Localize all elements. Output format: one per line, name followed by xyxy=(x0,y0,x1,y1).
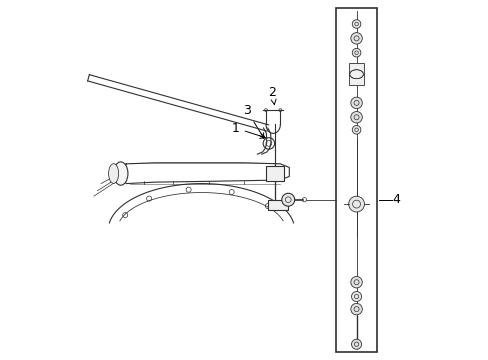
Bar xyxy=(265,166,284,181)
Circle shape xyxy=(350,112,362,123)
Ellipse shape xyxy=(113,162,128,185)
Bar xyxy=(348,63,364,85)
Circle shape xyxy=(350,33,362,44)
Circle shape xyxy=(351,48,360,57)
Circle shape xyxy=(351,126,360,134)
Text: 3: 3 xyxy=(242,104,264,138)
Circle shape xyxy=(351,20,360,28)
Text: 2: 2 xyxy=(268,86,276,105)
Circle shape xyxy=(350,303,362,315)
Bar xyxy=(267,201,287,211)
Text: 1: 1 xyxy=(231,122,264,138)
Text: 4: 4 xyxy=(391,193,399,206)
Ellipse shape xyxy=(108,164,119,183)
Circle shape xyxy=(351,339,361,349)
Circle shape xyxy=(281,193,294,206)
Circle shape xyxy=(350,97,362,109)
Circle shape xyxy=(351,292,361,302)
Circle shape xyxy=(350,276,362,288)
Circle shape xyxy=(348,196,364,212)
Bar xyxy=(335,8,376,352)
